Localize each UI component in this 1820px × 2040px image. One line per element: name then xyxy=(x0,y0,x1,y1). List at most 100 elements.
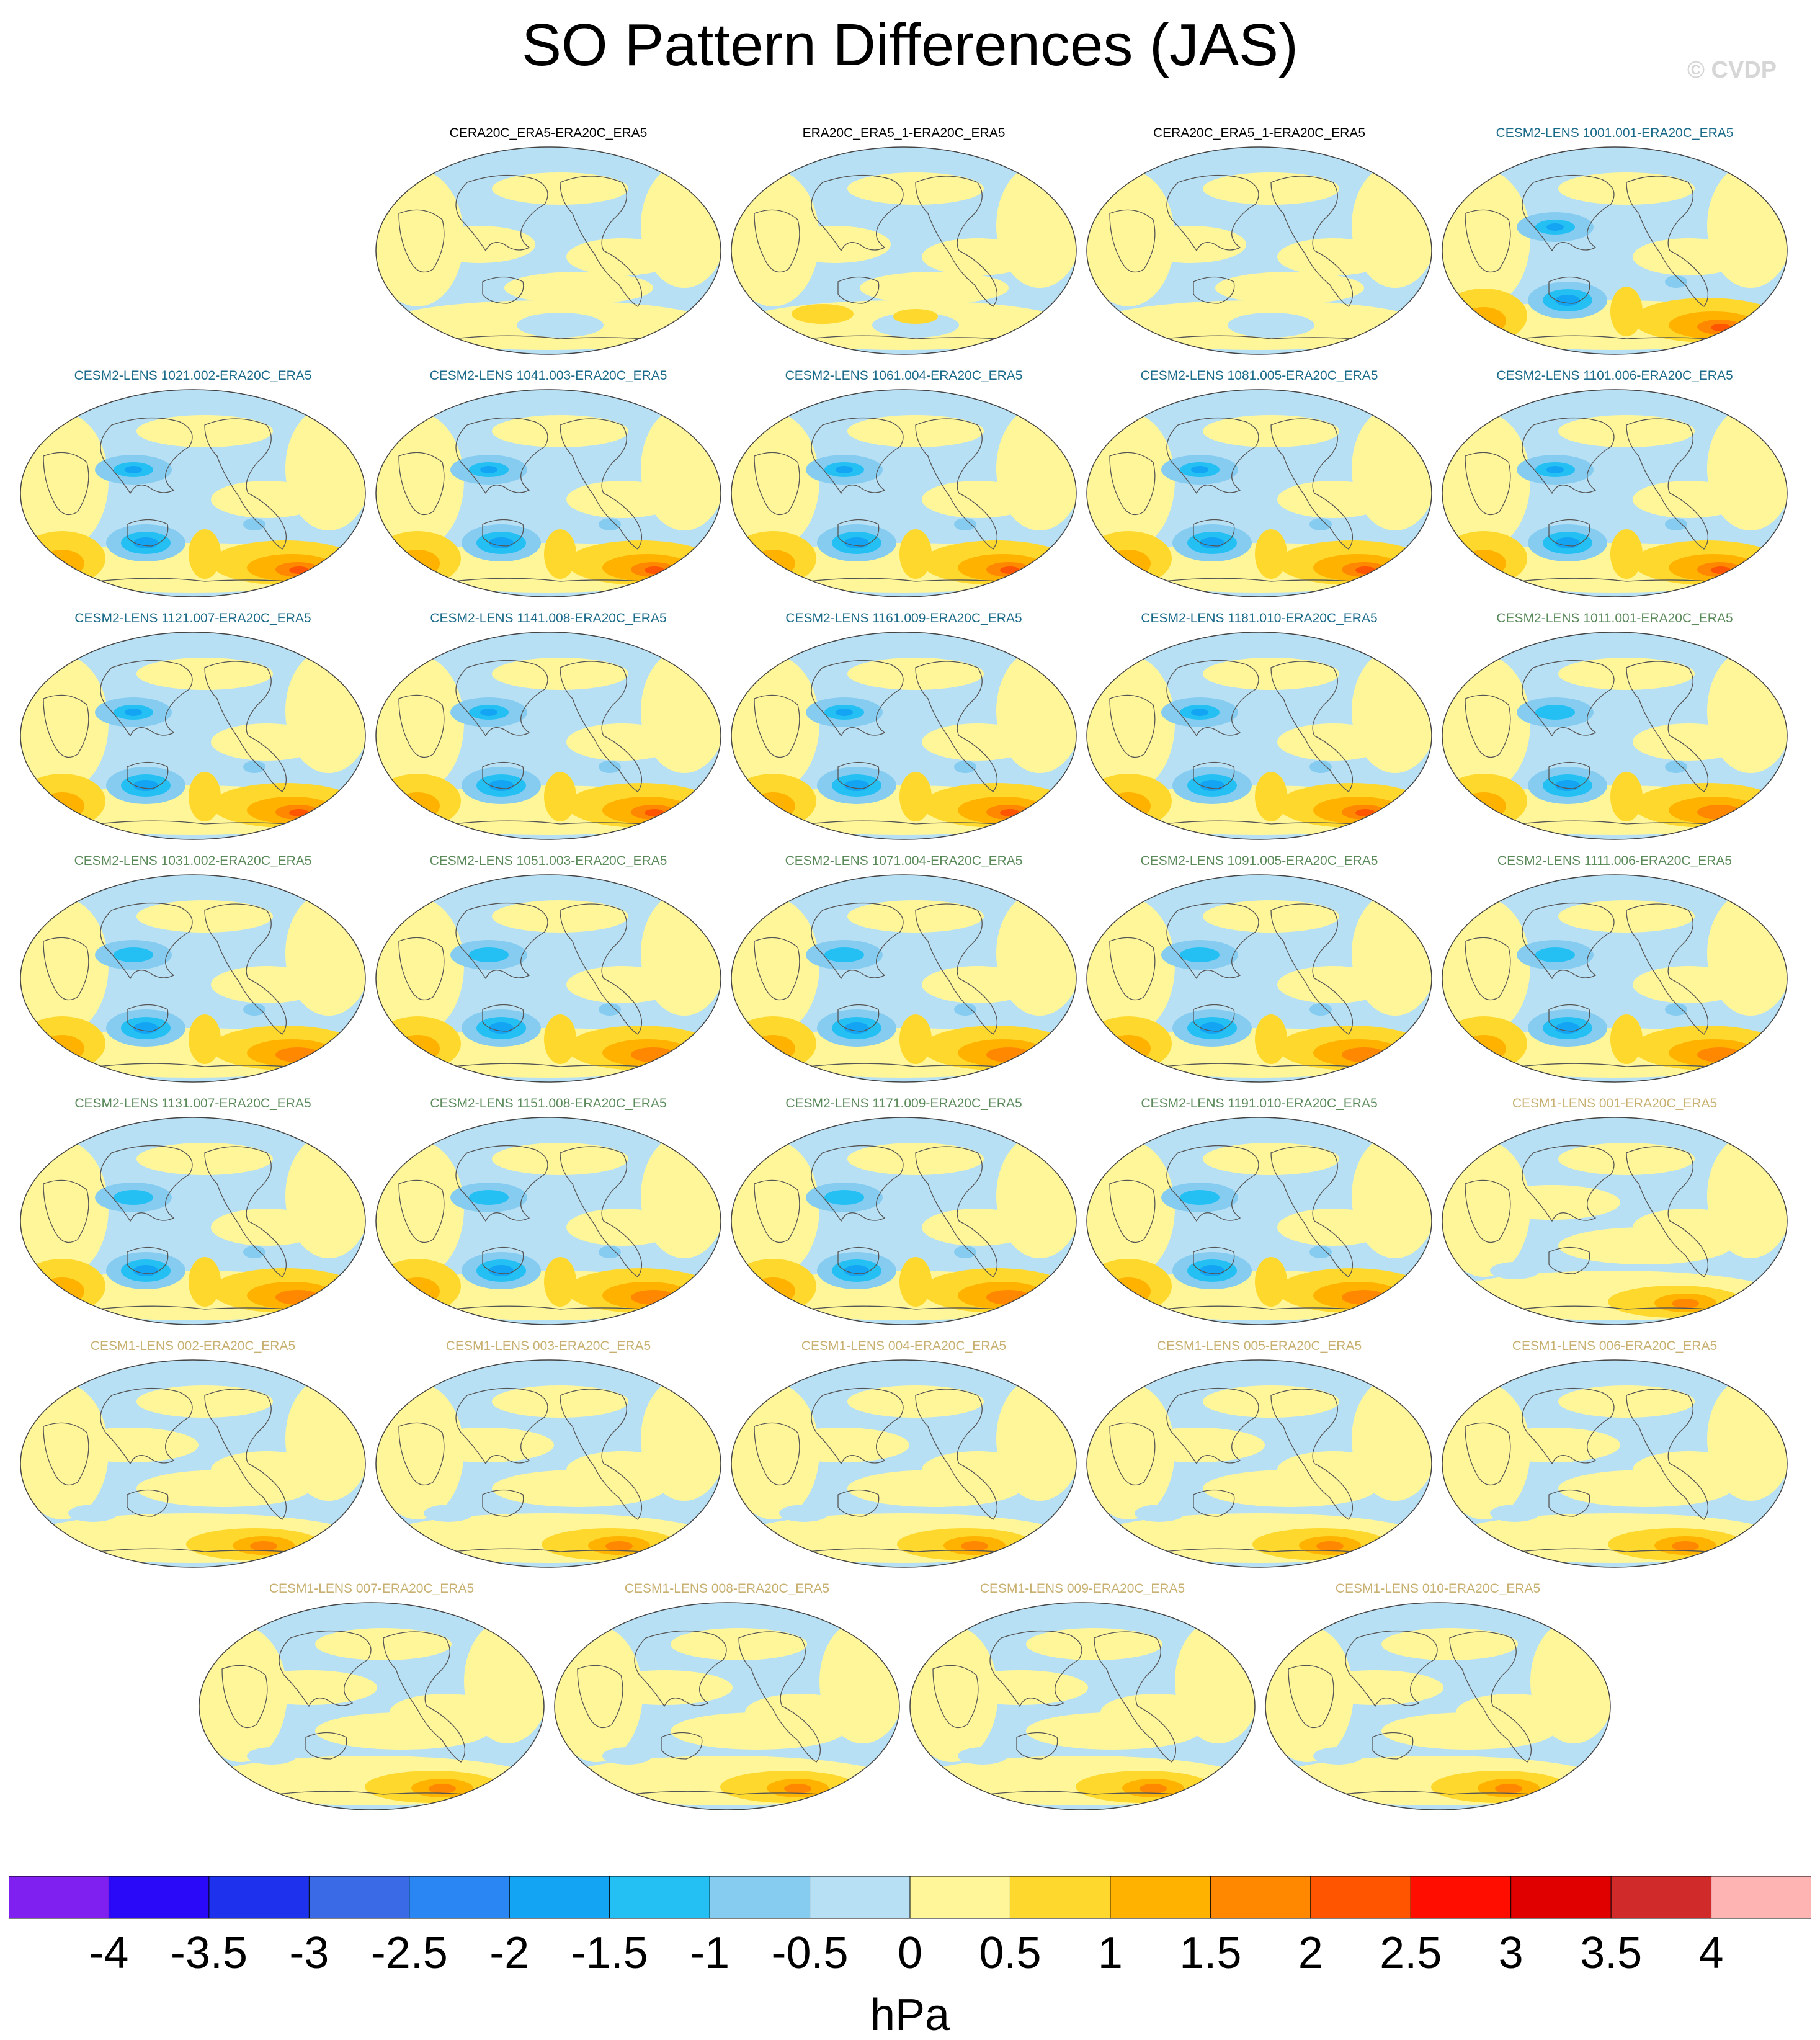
map-panel: CESM2-LENS 1091.005-ERA20C_ERA5 xyxy=(1085,853,1434,1084)
colorbar-swatch xyxy=(1110,1876,1211,1918)
map-panel: CESM2-LENS 1071.004-ERA20C_ERA5 xyxy=(729,853,1078,1084)
panel-label: CESM2-LENS 1181.010-ERA20C_ERA5 xyxy=(1141,611,1378,625)
map-panel: CESM2-LENS 1131.007-ERA20C_ERA5 xyxy=(19,1096,367,1326)
global-map xyxy=(20,389,366,597)
colorbar-swatch xyxy=(609,1876,710,1918)
global-map xyxy=(375,874,721,1083)
global-map xyxy=(1442,1117,1788,1325)
panel-label: CESM1-LENS 010-ERA20C_ERA5 xyxy=(1335,1581,1541,1596)
global-map xyxy=(1086,389,1432,597)
global-map xyxy=(375,632,721,840)
colorbar-tick-label: 2.5 xyxy=(1380,1928,1442,1978)
map-panel: CESM1-LENS 009-ERA20C_ERA5 xyxy=(908,1581,1257,1812)
colorbar-swatch xyxy=(810,1876,911,1918)
panel-label: CESM2-LENS 1081.005-ERA20C_ERA5 xyxy=(1140,369,1378,383)
panel-label: CESM2-LENS 1021.002-ERA20C_ERA5 xyxy=(74,369,312,383)
panel-label: CESM2-LENS 1121.007-ERA20C_ERA5 xyxy=(74,611,311,625)
colorbar-tick-label: -1.5 xyxy=(571,1928,648,1978)
global-map xyxy=(1442,146,1788,355)
global-map xyxy=(20,874,366,1083)
global-map xyxy=(1442,389,1788,597)
global-map xyxy=(1442,874,1788,1083)
colorbar-tick-label: -3.5 xyxy=(171,1928,248,1978)
colorbar-tick-label: 0 xyxy=(898,1928,922,1978)
panel-label: CESM2-LENS 1011.001-ERA20C_ERA5 xyxy=(1496,611,1733,625)
panel-label: CESM2-LENS 1031.002-ERA20C_ERA5 xyxy=(74,854,312,868)
map-panel: CESM2-LENS 1011.001-ERA20C_ERA5 xyxy=(1440,611,1789,841)
panel-label: CESM1-LENS 009-ERA20C_ERA5 xyxy=(979,1581,1185,1596)
global-map xyxy=(731,632,1077,840)
colorbar-swatch xyxy=(1411,1876,1512,1918)
global-map xyxy=(1442,632,1788,840)
global-map xyxy=(375,1117,721,1325)
global-map xyxy=(1086,146,1432,355)
global-map xyxy=(909,1602,1256,1810)
panel-label: CESM1-LENS 005-ERA20C_ERA5 xyxy=(1156,1339,1362,1353)
global-map xyxy=(554,1602,900,1810)
colorbar-tick-label: 1 xyxy=(1098,1928,1123,1978)
global-map xyxy=(1086,632,1432,840)
panel-label: CESM1-LENS 001-ERA20C_ERA5 xyxy=(1512,1096,1718,1111)
global-map xyxy=(375,389,721,597)
panel-label: CERA20C_ERA5-ERA20C_ERA5 xyxy=(449,126,648,140)
colorbar-swatch xyxy=(1210,1876,1311,1918)
map-panel: CESM2-LENS 1151.008-ERA20C_ERA5 xyxy=(374,1096,723,1326)
colorbar-swatch xyxy=(309,1876,410,1918)
colorbar-swatch xyxy=(910,1876,1010,1918)
map-panel: CESM2-LENS 1041.003-ERA20C_ERA5 xyxy=(374,368,723,599)
panel-label: CESM2-LENS 1001.001-ERA20C_ERA5 xyxy=(1496,126,1734,140)
panel-label: CESM2-LENS 1141.008-ERA20C_ERA5 xyxy=(430,611,667,625)
global-map xyxy=(1086,874,1432,1083)
map-panel: CESM2-LENS 1061.004-ERA20C_ERA5 xyxy=(729,368,1078,599)
colorbar-swatch xyxy=(509,1876,610,1918)
cvdp-watermark: © CVDP xyxy=(1687,57,1777,83)
map-panel: CESM1-LENS 001-ERA20C_ERA5 xyxy=(1440,1096,1789,1326)
colorbar-tick-label: 1.5 xyxy=(1179,1928,1241,1978)
global-map xyxy=(731,389,1077,597)
colorbar-tick-label: 3.5 xyxy=(1580,1928,1642,1978)
panel-label: CERA20C_ERA5_1-ERA20C_ERA5 xyxy=(1153,126,1365,140)
global-map xyxy=(731,874,1077,1083)
colorbar-tick-label: -2.5 xyxy=(371,1928,448,1978)
map-panel: CESM2-LENS 1021.002-ERA20C_ERA5 xyxy=(19,368,367,599)
colorbar-tick-label: 0.5 xyxy=(979,1928,1041,1978)
map-panel: CESM1-LENS 002-ERA20C_ERA5 xyxy=(19,1338,367,1569)
panel-label: CESM2-LENS 1171.009-ERA20C_ERA5 xyxy=(785,1096,1022,1111)
panel-label: CESM2-LENS 1051.003-ERA20C_ERA5 xyxy=(429,854,667,868)
global-map xyxy=(375,146,721,355)
map-panel: CESM2-LENS 1181.010-ERA20C_ERA5 xyxy=(1085,611,1434,841)
map-panel: CESM2-LENS 1051.003-ERA20C_ERA5 xyxy=(374,853,723,1084)
global-map xyxy=(1086,1359,1432,1568)
panel-label: CESM1-LENS 003-ERA20C_ERA5 xyxy=(445,1339,651,1353)
colorbar-swatch xyxy=(409,1876,510,1918)
panel-label: CESM2-LENS 1111.006-ERA20C_ERA5 xyxy=(1497,854,1733,868)
map-panel: CESM1-LENS 005-ERA20C_ERA5 xyxy=(1085,1338,1434,1569)
panel-label: CESM1-LENS 006-ERA20C_ERA5 xyxy=(1512,1339,1718,1353)
map-panel: ERA20C_ERA5_1-ERA20C_ERA5 xyxy=(729,125,1078,356)
colorbar-swatch xyxy=(1611,1876,1712,1918)
global-map xyxy=(731,1117,1077,1325)
panel-label: CESM2-LENS 1071.004-ERA20C_ERA5 xyxy=(785,854,1023,868)
colorbar-tick-label: -0.5 xyxy=(772,1928,849,1978)
map-panel: CESM1-LENS 010-ERA20C_ERA5 xyxy=(1264,1581,1612,1812)
map-panel: CESM2-LENS 1101.006-ERA20C_ERA5 xyxy=(1440,368,1789,599)
panel-label: CESM1-LENS 002-ERA20C_ERA5 xyxy=(90,1339,296,1353)
colorbar-swatch xyxy=(208,1876,310,1918)
colorbar-swatch xyxy=(1711,1876,1811,1918)
global-map xyxy=(1442,1359,1788,1568)
map-panel: CESM2-LENS 1171.009-ERA20C_ERA5 xyxy=(729,1096,1078,1326)
global-map xyxy=(731,146,1077,355)
map-panel: CESM2-LENS 1141.008-ERA20C_ERA5 xyxy=(374,611,723,841)
colorbar-swatch xyxy=(1310,1876,1411,1918)
colorbar-swatch xyxy=(710,1876,811,1918)
colorbar-tick-label: -3 xyxy=(289,1928,329,1978)
map-panel: CESM2-LENS 1031.002-ERA20C_ERA5 xyxy=(19,853,367,1084)
map-panel: CESM2-LENS 1111.006-ERA20C_ERA5 xyxy=(1440,853,1789,1084)
colorbar-tick-label: 2 xyxy=(1298,1928,1323,1978)
map-panel: CESM2-LENS 1001.001-ERA20C_ERA5 xyxy=(1440,125,1789,356)
colorbar-swatch xyxy=(109,1876,210,1918)
map-panel: CESM1-LENS 008-ERA20C_ERA5 xyxy=(553,1581,901,1812)
map-panel: CERA20C_ERA5_1-ERA20C_ERA5 xyxy=(1085,125,1434,356)
panel-label: ERA20C_ERA5_1-ERA20C_ERA5 xyxy=(802,126,1006,140)
panel-label: CESM1-LENS 004-ERA20C_ERA5 xyxy=(801,1339,1007,1353)
